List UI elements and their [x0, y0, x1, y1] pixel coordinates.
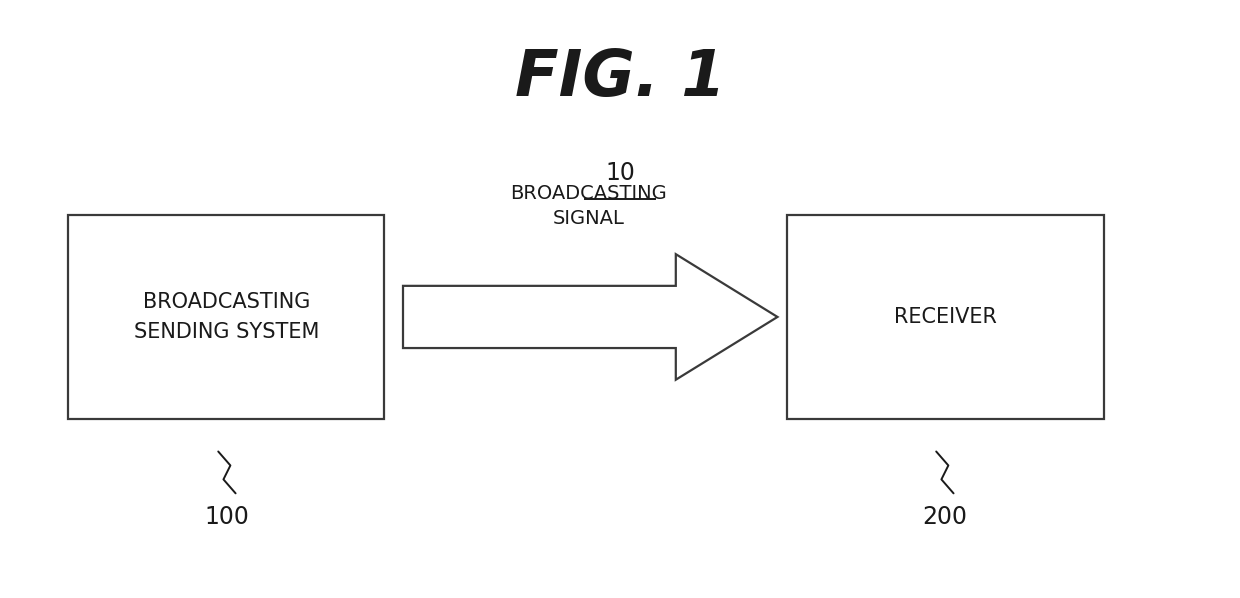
- FancyBboxPatch shape: [787, 215, 1104, 419]
- Text: 200: 200: [923, 505, 967, 529]
- Text: 10: 10: [605, 161, 635, 185]
- Text: BROADCASTING
SENDING SYSTEM: BROADCASTING SENDING SYSTEM: [134, 292, 319, 341]
- Text: RECEIVER: RECEIVER: [894, 307, 997, 327]
- Polygon shape: [403, 254, 777, 380]
- Text: BROADCASTING
SIGNAL: BROADCASTING SIGNAL: [511, 184, 667, 228]
- Text: 100: 100: [205, 505, 249, 529]
- Text: FIG. 1: FIG. 1: [515, 47, 725, 109]
- FancyBboxPatch shape: [68, 215, 384, 419]
